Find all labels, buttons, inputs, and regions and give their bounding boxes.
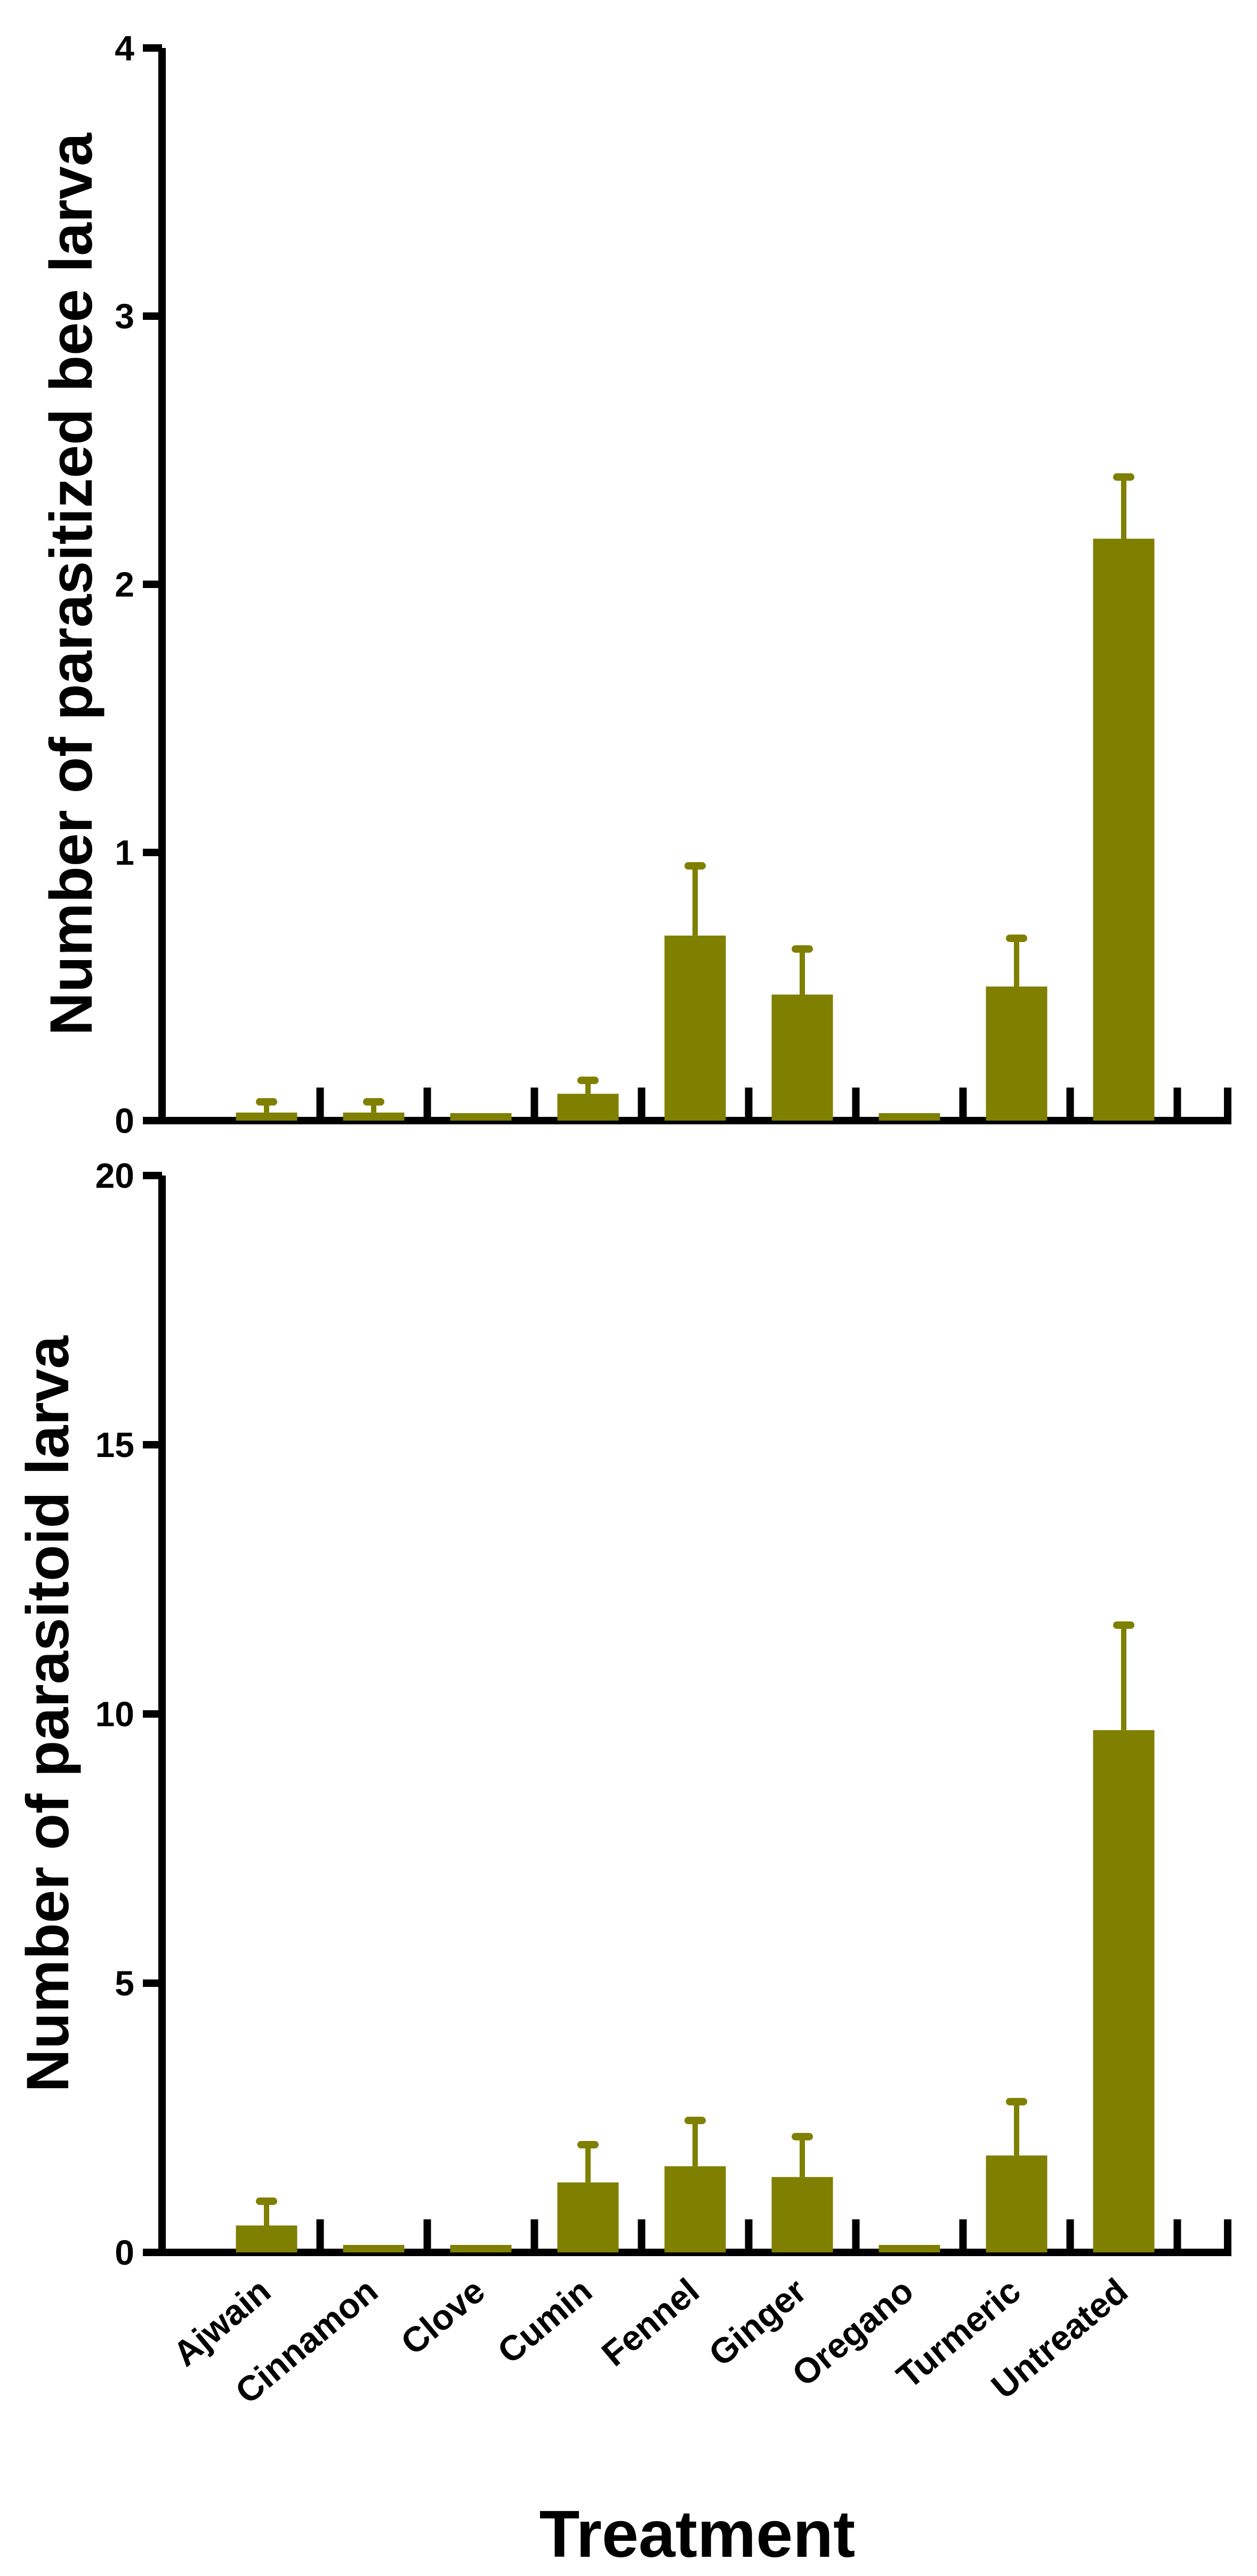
- y-axis-label-bottom: Number of parasitoid larva: [14, 1335, 81, 2092]
- y-tick-label: 5: [115, 1963, 134, 2003]
- bars-top: [236, 538, 1155, 1121]
- y-tick-label: 20: [95, 1156, 134, 1195]
- y-tick-label: 4: [115, 28, 134, 68]
- bar-cumin: [557, 2182, 619, 2252]
- x-axis-title: Treatment: [539, 2498, 856, 2571]
- x-tick-label: Clove: [393, 2271, 492, 2362]
- y-tick-label: 10: [95, 1694, 134, 1734]
- y-ticks-top: 0 1 2 3 4: [115, 28, 162, 1140]
- bar-ajwain: [236, 2225, 297, 2252]
- x-tick-label: Fennel: [594, 2271, 706, 2373]
- bar-turmeric: [986, 986, 1048, 1121]
- error-bars-top: [256, 473, 1134, 1113]
- bar-ginger: [771, 994, 833, 1121]
- y-axis-label-top: Number of parasitized bee larva: [38, 133, 104, 1036]
- x-ticks-top: [316, 1088, 1231, 1121]
- bar-turmeric: [986, 2155, 1048, 2252]
- y-tick-label: 3: [115, 296, 134, 336]
- bar-untreated: [1093, 1730, 1155, 2252]
- bar-cumin: [557, 1093, 619, 1121]
- bar-cinnamon: [343, 1112, 405, 1121]
- bar-ajwain: [236, 1112, 297, 1121]
- bar-fennel: [664, 935, 726, 1121]
- y-tick-label: 0: [115, 2233, 134, 2272]
- bar-oregano: [879, 1113, 940, 1121]
- bar-fennel: [664, 2166, 726, 2252]
- bar-ginger: [771, 2177, 833, 2252]
- y-tick-label: 15: [95, 1425, 134, 1464]
- panel-top-chart: 0 1 2 3 4 Number of parasitized bee larva: [38, 28, 1231, 1140]
- bar-cinnamon: [343, 2245, 405, 2252]
- bar-oregano: [879, 2245, 940, 2252]
- x-ticks-bottom: [316, 2219, 1231, 2252]
- error-bars-bottom: [256, 1621, 1134, 2226]
- y-ticks-bottom: 0 5 10 15 20: [95, 1156, 162, 2272]
- y-tick-label: 1: [115, 833, 134, 872]
- bar-untreated: [1093, 538, 1155, 1121]
- bar-clove: [450, 2245, 512, 2252]
- y-tick-label: 0: [115, 1101, 134, 1140]
- bar-clove: [450, 1113, 512, 1121]
- y-tick-label: 2: [115, 565, 134, 604]
- bars-bottom: [236, 1730, 1155, 2252]
- x-tick-label: Cumin: [490, 2271, 599, 2371]
